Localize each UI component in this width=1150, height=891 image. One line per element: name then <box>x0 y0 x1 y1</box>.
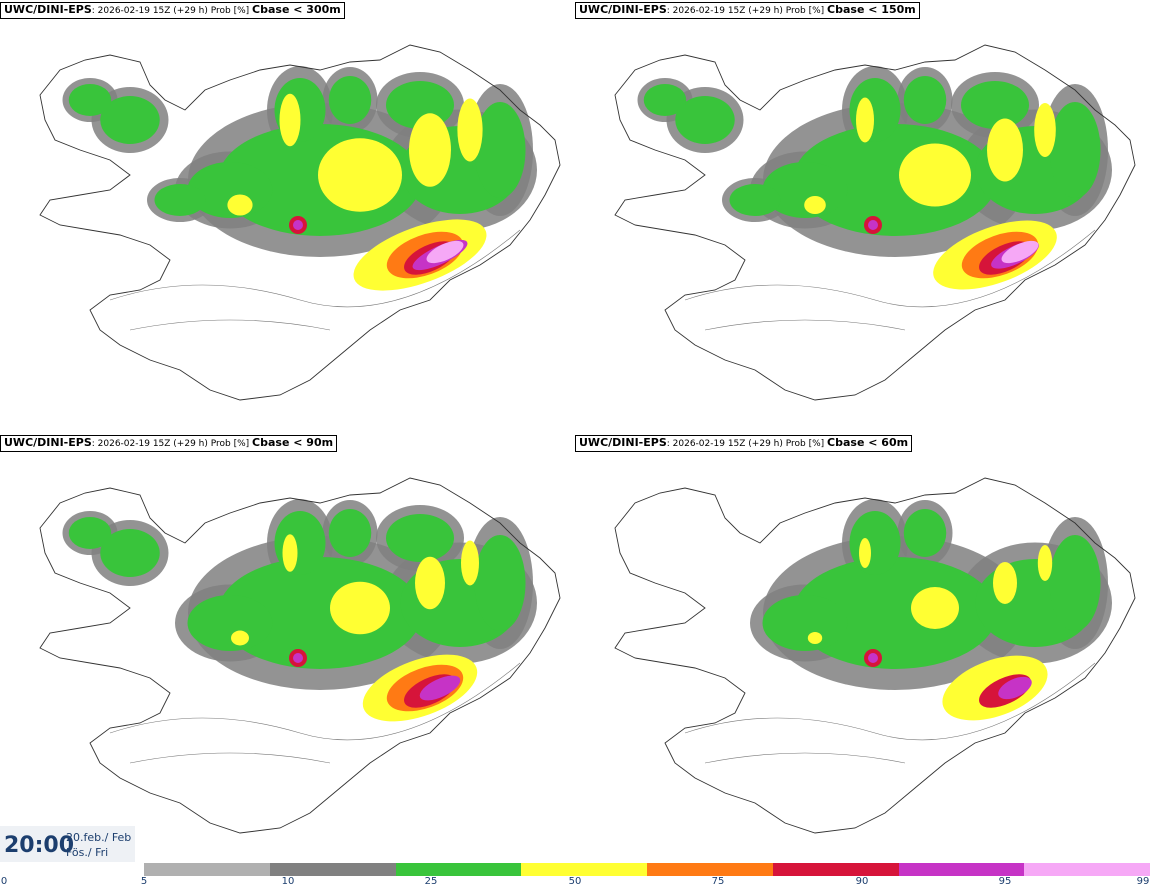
probability-area-yellow <box>1034 103 1056 157</box>
coastline <box>614 477 1136 834</box>
probability-area-yellow <box>911 587 959 629</box>
probability-area-green <box>961 81 1029 129</box>
probability-area-green <box>187 595 273 651</box>
valid-date: 20.feb./ Feb Fös./ Fri <box>66 830 131 860</box>
probability-area-green <box>328 76 372 124</box>
probability-colorbar <box>144 863 1150 876</box>
road-line <box>129 752 331 764</box>
probability-area-green <box>675 96 735 144</box>
valid-date-line1: 20.feb./ Feb <box>66 831 132 844</box>
probability-area-green <box>68 84 112 116</box>
probability-area-green <box>903 509 947 557</box>
iceland-map <box>39 477 561 834</box>
valid-date-line2: Fös./ Fri <box>66 846 109 859</box>
probability-area-green <box>328 509 372 557</box>
colorbar-tick-label: 0 <box>0 876 8 887</box>
probability-area-green <box>274 511 326 575</box>
probability-area-magenta <box>868 220 878 230</box>
probability-area-pink <box>1001 240 1039 264</box>
probability-area-yellow <box>859 538 871 568</box>
probability-area-green <box>1049 102 1101 198</box>
probability-area-yellow <box>807 632 823 644</box>
probability-area-yellow <box>457 98 483 162</box>
probability-area-magenta <box>293 220 303 230</box>
probability-area-green <box>762 162 848 218</box>
map-panel-cbase-300m: UWC/DINI-EPS: 2026-02-19 15Z (+29 h) Pro… <box>0 0 575 430</box>
probability-area-green <box>849 511 901 575</box>
road-line <box>684 662 1096 741</box>
colorbar-segment <box>647 863 774 876</box>
probability-area-yellow <box>409 113 451 187</box>
colorbar-segment <box>898 863 1025 876</box>
road-line <box>109 229 521 308</box>
probability-area-yellow <box>330 581 390 635</box>
colorbar-segment <box>395 863 522 876</box>
probability-area-magenta <box>419 675 461 701</box>
probability-area-yellow <box>987 118 1023 182</box>
colorbar-segment <box>772 863 899 876</box>
probability-area-green <box>762 595 848 651</box>
colorbar-segment <box>269 863 396 876</box>
probability-area-yellow <box>1037 545 1053 581</box>
road-line <box>704 752 906 764</box>
colorbar-tick-label: 10 <box>281 876 295 887</box>
map-panel-cbase-90m: UWC/DINI-EPS: 2026-02-19 15Z (+29 h) Pro… <box>0 433 575 863</box>
probability-area-yellow <box>804 196 826 214</box>
valid-time-clock: 20:00 <box>4 833 75 858</box>
panel-title: UWC/DINI-EPS: 2026-02-19 15Z (+29 h) Pro… <box>575 2 920 19</box>
probability-area-yellow <box>318 138 402 212</box>
coastline <box>39 477 561 834</box>
probability-area-yellow <box>899 143 971 207</box>
probability-area-green <box>474 535 526 631</box>
panel-title: UWC/DINI-EPS: 2026-02-19 15Z (+29 h) Pro… <box>0 435 338 452</box>
colorbar-segment <box>144 863 271 876</box>
valid-time-box: 20:00 20.feb./ Feb Fös./ Fri <box>0 826 135 862</box>
probability-area-green <box>100 529 160 577</box>
panel-title: UWC/DINI-EPS: 2026-02-19 15Z (+29 h) Pro… <box>575 435 913 452</box>
probability-area-yellow <box>231 630 249 646</box>
iceland-map <box>614 477 1136 834</box>
map-panel-cbase-150m: UWC/DINI-EPS: 2026-02-19 15Z (+29 h) Pro… <box>575 0 1150 430</box>
probability-area-green <box>1049 535 1101 631</box>
probability-area-yellow <box>415 556 445 610</box>
probability-area-yellow <box>461 540 479 586</box>
map-panel-cbase-60m: UWC/DINI-EPS: 2026-02-19 15Z (+29 h) Pro… <box>575 433 1150 863</box>
panel-title: UWC/DINI-EPS: 2026-02-19 15Z (+29 h) Pro… <box>0 2 345 19</box>
probability-area-magenta <box>293 653 303 663</box>
colorbar-segment <box>1024 863 1150 876</box>
colorbar-tick-label: 50 <box>568 876 582 887</box>
iceland-map <box>39 44 561 401</box>
road-line <box>109 662 521 741</box>
probability-area-green <box>793 557 997 669</box>
probability-area-green <box>903 76 947 124</box>
colorbar-tick-label: 75 <box>711 876 725 887</box>
colorbar-tick-label: 90 <box>855 876 869 887</box>
probability-area-green <box>386 514 454 562</box>
probability-area-yellow <box>282 534 298 572</box>
coastline <box>614 44 1136 401</box>
road-line <box>684 229 1096 308</box>
iceland-map <box>614 44 1136 401</box>
probability-area-magenta <box>998 676 1032 700</box>
colorbar-segment <box>521 863 648 876</box>
road-line <box>129 319 331 331</box>
probability-area-yellow <box>856 97 874 143</box>
colorbar-tick-label: 5 <box>140 876 148 887</box>
probability-area-green <box>729 184 781 216</box>
probability-area-yellow <box>279 93 301 147</box>
colorbar-tick-label: 25 <box>424 876 438 887</box>
probability-area-magenta <box>868 653 878 663</box>
coastline <box>39 44 561 401</box>
probability-area-yellow <box>227 194 253 216</box>
colorbar-tick-label: 99 <box>1136 876 1150 887</box>
probability-area-green <box>100 96 160 144</box>
probability-area-pink <box>426 240 464 264</box>
probability-area-green <box>154 184 206 216</box>
probability-area-green <box>643 84 687 116</box>
probability-area-green <box>474 102 526 198</box>
probability-area-green <box>68 517 112 549</box>
probability-area-yellow <box>993 562 1017 604</box>
road-line <box>704 319 906 331</box>
colorbar-tick-label: 95 <box>998 876 1012 887</box>
